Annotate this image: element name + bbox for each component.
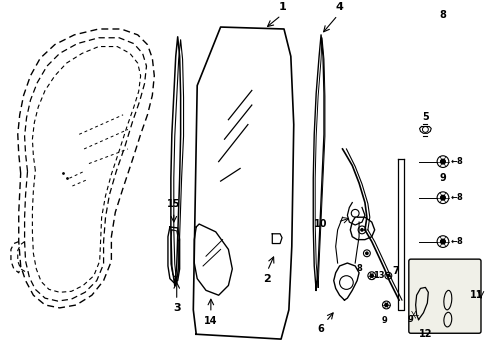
Circle shape [440, 195, 445, 200]
Text: 15: 15 [167, 199, 180, 210]
Text: 9: 9 [439, 173, 446, 183]
Text: 9: 9 [407, 315, 413, 324]
Circle shape [365, 252, 367, 255]
Text: ←8: ←8 [450, 193, 463, 202]
Text: ←8: ←8 [450, 157, 463, 166]
Circle shape [411, 313, 414, 316]
Text: 11: 11 [469, 290, 483, 300]
Text: 1: 1 [279, 3, 286, 12]
Circle shape [440, 239, 445, 244]
Text: 6: 6 [317, 324, 324, 333]
Text: 3: 3 [173, 303, 180, 313]
Text: 8: 8 [439, 10, 446, 21]
Circle shape [386, 275, 389, 277]
Text: 10: 10 [314, 219, 327, 229]
Circle shape [440, 159, 445, 164]
Text: 4: 4 [335, 3, 343, 12]
Text: 2: 2 [263, 274, 271, 284]
Circle shape [384, 303, 387, 306]
Text: 8: 8 [355, 264, 361, 273]
Text: 14: 14 [203, 316, 217, 326]
Circle shape [360, 229, 363, 231]
Text: 7: 7 [392, 266, 399, 276]
Text: 9: 9 [381, 316, 386, 325]
Circle shape [369, 274, 372, 277]
Text: 5: 5 [421, 112, 428, 122]
Text: 13: 13 [372, 271, 384, 280]
Text: ←8: ←8 [450, 237, 463, 246]
FancyBboxPatch shape [408, 259, 480, 333]
Text: 12: 12 [418, 329, 431, 339]
